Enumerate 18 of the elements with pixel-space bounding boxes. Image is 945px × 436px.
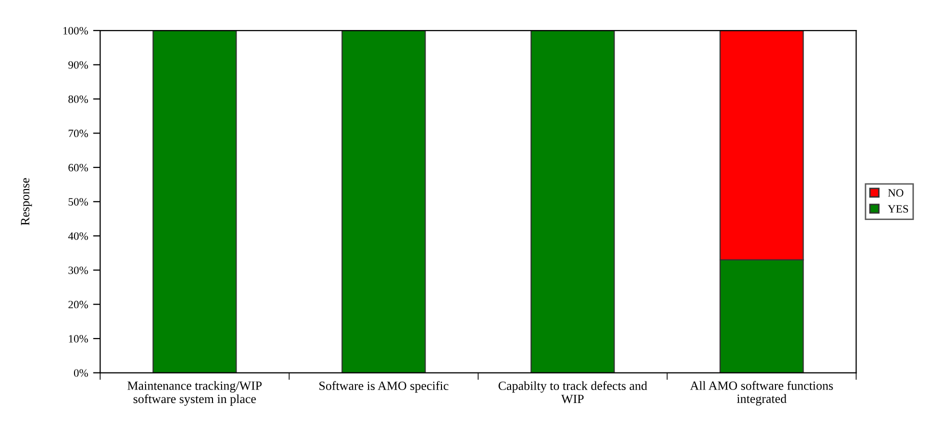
y-tick-label: 20%	[68, 300, 88, 308]
x-tick-label: Capabilty to track defects and WIP	[498, 381, 648, 404]
y-tick-label: 90%	[68, 61, 88, 69]
y-tick-label: 80%	[68, 95, 88, 103]
legend-label: YES	[888, 205, 908, 213]
y-tick-label: 40%	[68, 232, 88, 240]
y-tick-label: 50%	[68, 198, 88, 206]
y-tick-label: 70%	[68, 130, 88, 138]
y-tick-label: 0%	[74, 369, 88, 377]
y-axis-title: Response	[21, 178, 32, 226]
x-tick-label: Software is AMO specific	[319, 381, 448, 393]
x-tick-label: All AMO software functions integrated	[690, 380, 833, 406]
x-tick-label: Maintenance tracking/WIP software system in place	[128, 381, 262, 406]
y-tick-label: 10%	[68, 335, 88, 343]
y-tick-label: 30%	[68, 266, 88, 274]
y-tick-label: 100%	[63, 26, 88, 35]
legend-label: NO	[888, 189, 904, 197]
y-tick-label: 60%	[68, 164, 88, 172]
